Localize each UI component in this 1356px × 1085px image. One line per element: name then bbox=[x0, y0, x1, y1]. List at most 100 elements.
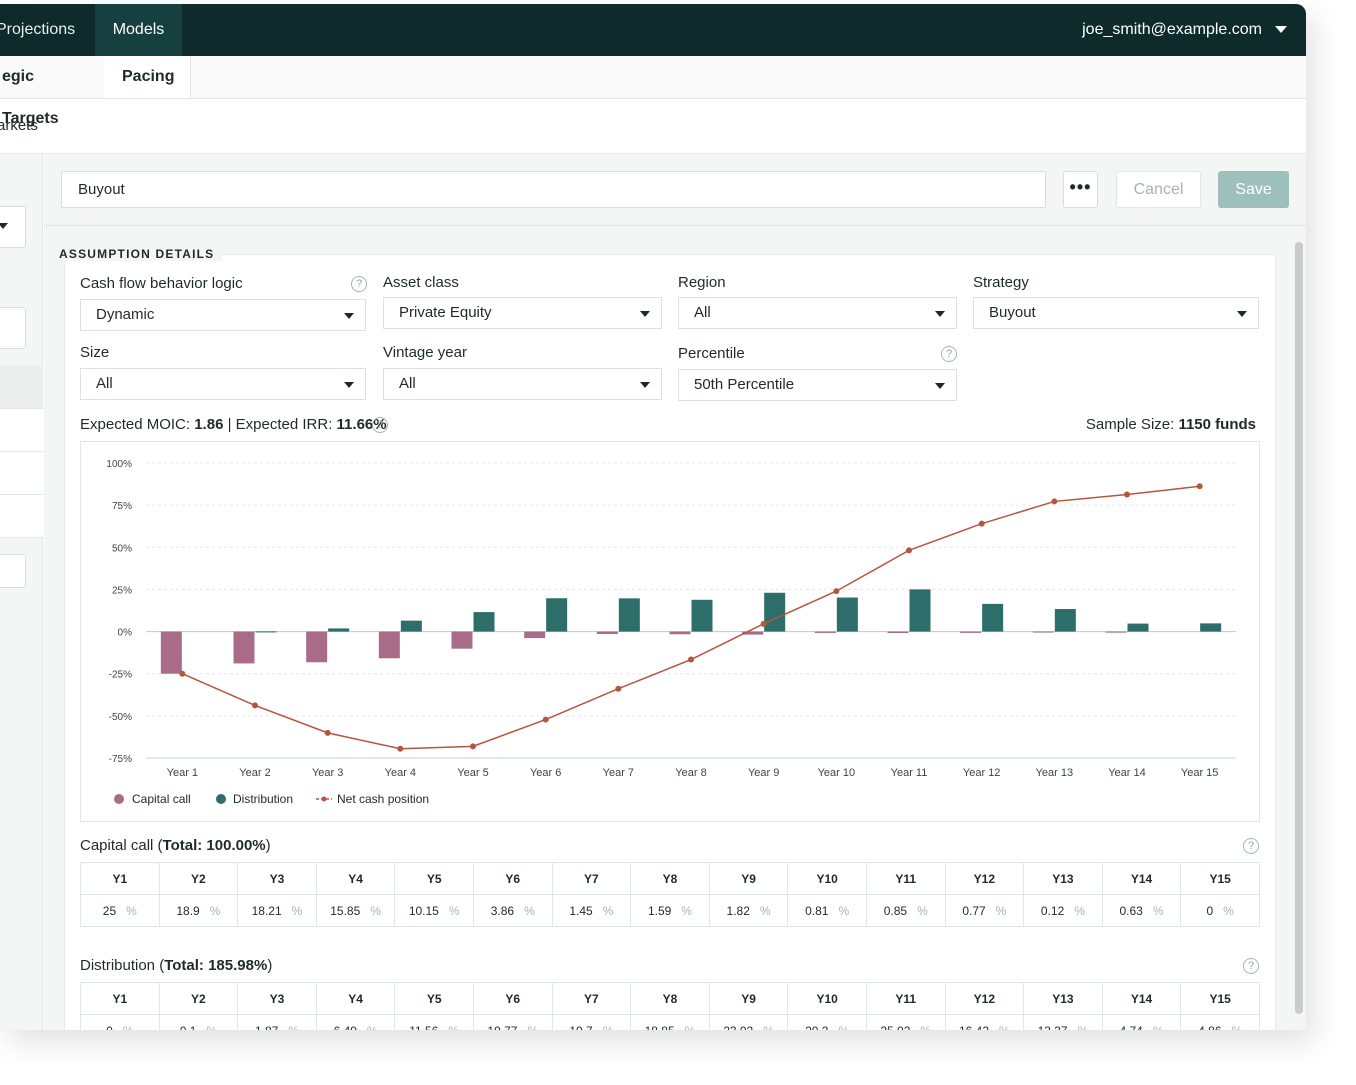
percent-unit: % bbox=[1152, 903, 1164, 918]
vintage-year-select[interactable]: All bbox=[383, 368, 662, 400]
capital-call-bar bbox=[1032, 631, 1054, 633]
net-cash-line bbox=[182, 485, 1200, 750]
percent-unit: % bbox=[838, 1024, 849, 1031]
percent-unit: % bbox=[524, 903, 535, 918]
sidebar-button[interactable] bbox=[0, 554, 26, 588]
distribution-header-y3: Y3 bbox=[237, 982, 317, 1015]
chevron-down-icon bbox=[935, 383, 945, 389]
more-options-button[interactable]: ••• bbox=[1063, 171, 1098, 208]
nav-projections[interactable]: Projections bbox=[0, 21, 76, 38]
cell-value: 0 bbox=[106, 1024, 113, 1031]
cell-value: 0.12 bbox=[1040, 903, 1065, 918]
distribution-cell-y14[interactable]: 4.74% bbox=[1101, 1014, 1182, 1030]
tab-pacing[interactable]: Pacing bbox=[104, 56, 191, 98]
percent-unit: % bbox=[367, 1024, 378, 1031]
percent-unit: % bbox=[917, 903, 928, 918]
capital-call-bar bbox=[669, 631, 691, 635]
x-tick-label: Year 9 bbox=[748, 767, 779, 779]
tab-strategic-targets[interactable]: egic Targets bbox=[0, 56, 105, 127]
distribution-cell-y2[interactable]: 0.1% bbox=[158, 1014, 239, 1030]
help-icon[interactable]: ? bbox=[1243, 958, 1259, 974]
cell-value: 25 bbox=[102, 903, 117, 918]
capital-cell-y2[interactable]: 18.9% bbox=[158, 894, 239, 927]
region-select[interactable]: All bbox=[678, 297, 957, 329]
distribution-cell-y9[interactable]: 23.02% bbox=[708, 1014, 789, 1030]
capital-cell-y13[interactable]: 0.12% bbox=[1023, 894, 1103, 927]
x-tick-label: Year 14 bbox=[1108, 767, 1146, 779]
sidebar-input[interactable] bbox=[0, 307, 26, 349]
capital-cell-y7[interactable]: 1.45% bbox=[551, 894, 632, 927]
y-tick-label: 50% bbox=[112, 543, 132, 554]
capital-header-y8: Y8 bbox=[630, 862, 710, 895]
capital-call-bar bbox=[378, 631, 400, 659]
distribution-cell-y11[interactable]: 25.02% bbox=[865, 1014, 946, 1030]
help-icon[interactable]: ? bbox=[351, 276, 367, 292]
asset-class-select[interactable]: Private Equity bbox=[383, 297, 662, 329]
breadcrumb: arkets bbox=[0, 99, 1306, 154]
distribution-cell-y3[interactable]: 1.87% bbox=[237, 1014, 317, 1030]
y-tick-label: 100% bbox=[106, 459, 132, 470]
percent-unit: % bbox=[126, 903, 137, 918]
chevron-down-icon bbox=[935, 311, 945, 317]
size-select[interactable]: All bbox=[80, 368, 366, 400]
sidebar-list-item[interactable] bbox=[0, 366, 43, 409]
capital-cell-y9[interactable]: 1.82% bbox=[708, 894, 789, 927]
section-title: ASSUMPTION DETAILS bbox=[59, 247, 223, 261]
distribution-cell-y5[interactable]: 11.56% bbox=[394, 1014, 474, 1030]
help-icon[interactable]: ? bbox=[372, 417, 388, 433]
model-name-input[interactable] bbox=[61, 171, 1046, 208]
save-button[interactable]: Save bbox=[1218, 171, 1289, 208]
capital-cell-y8[interactable]: 1.59% bbox=[630, 894, 710, 927]
help-icon[interactable]: ? bbox=[941, 346, 957, 362]
capital-cell-y4[interactable]: 15.85% bbox=[315, 894, 396, 927]
help-icon[interactable]: ? bbox=[1243, 838, 1259, 854]
capital-cell-y10[interactable]: 0.81% bbox=[787, 894, 867, 927]
distribution-header-y2: Y2 bbox=[158, 982, 239, 1015]
capital-cell-y6[interactable]: 3.86% bbox=[472, 894, 553, 927]
x-tick-label: Year 13 bbox=[1036, 767, 1074, 779]
user-menu[interactable]: joe_smith@example.com bbox=[1082, 21, 1262, 38]
table-header-row: Y1 Y2 Y3 Y4 Y5 Y6 Y7 Y8 Y9 Y10 Y11 Y12 Y13 Y14 Y15 bbox=[80, 982, 1260, 1015]
sidebar-select[interactable] bbox=[0, 206, 26, 248]
distribution-cell-y6[interactable]: 19.77% bbox=[472, 1014, 553, 1030]
distribution-cell-y4[interactable]: 6.49% bbox=[315, 1014, 396, 1031]
chevron-down-icon bbox=[640, 311, 650, 317]
net-cash-point bbox=[760, 620, 767, 627]
sidebar-list-item[interactable] bbox=[0, 495, 43, 538]
net-cash-point bbox=[470, 743, 476, 750]
distribution-cell-y8[interactable]: 18.85% bbox=[630, 1014, 710, 1031]
distribution-bar bbox=[1200, 623, 1222, 632]
capital-cell-y15[interactable]: 0% bbox=[1180, 894, 1260, 927]
sidebar-list-item[interactable] bbox=[0, 409, 43, 452]
capital-cell-y3[interactable]: 18.21% bbox=[237, 894, 317, 927]
distribution-cell-y15[interactable]: 4.86% bbox=[1180, 1014, 1260, 1031]
chevron-down-icon bbox=[640, 382, 650, 388]
capital-cell-y12[interactable]: 0.77% bbox=[944, 894, 1025, 927]
capital-header-y5: Y5 bbox=[394, 862, 474, 895]
cash-flow-select[interactable]: Dynamic bbox=[80, 299, 366, 331]
distribution-bar bbox=[400, 620, 422, 632]
breadcrumb-item[interactable]: arkets bbox=[0, 117, 38, 134]
strategy-select[interactable]: Buyout bbox=[973, 297, 1259, 329]
capital-cell-y11[interactable]: 0.85% bbox=[865, 894, 946, 927]
chevron-down-icon[interactable] bbox=[1275, 26, 1287, 33]
nav-models[interactable]: Models bbox=[95, 4, 182, 56]
capital-header-y11: Y11 bbox=[865, 862, 946, 895]
capital-cell-y5[interactable]: 10.15% bbox=[394, 894, 474, 927]
scrollbar[interactable] bbox=[1295, 242, 1303, 1014]
capital-cell-y14[interactable]: 0.63% bbox=[1101, 894, 1182, 927]
cell-value: 18.85 bbox=[645, 1024, 675, 1031]
asset-class-label: Asset class bbox=[383, 274, 459, 291]
cancel-button[interactable]: Cancel bbox=[1116, 171, 1201, 208]
percent-unit: % bbox=[995, 903, 1007, 918]
sidebar-list-item[interactable] bbox=[0, 452, 43, 495]
percentile-select[interactable]: 50th Percentile bbox=[678, 369, 957, 401]
percent-unit: % bbox=[1232, 1024, 1243, 1031]
distribution-cell-y10[interactable]: 20.2% bbox=[787, 1014, 867, 1031]
distribution-cell-y12[interactable]: 16.42% bbox=[944, 1014, 1025, 1030]
net-cash-point bbox=[978, 520, 985, 527]
capital-cell-y1[interactable]: 25% bbox=[80, 894, 160, 927]
distribution-cell-y7[interactable]: 19.7% bbox=[551, 1014, 632, 1030]
distribution-cell-y1[interactable]: 0% bbox=[80, 1014, 160, 1031]
distribution-cell-y13[interactable]: 13.37% bbox=[1023, 1014, 1103, 1030]
